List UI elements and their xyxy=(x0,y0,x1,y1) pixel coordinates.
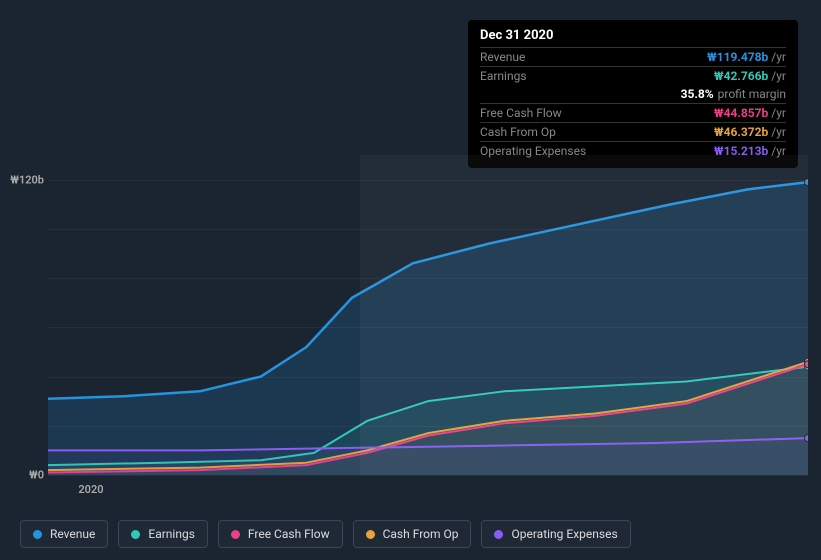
chart: ₩0₩120b2020 xyxy=(20,155,810,475)
chart-highlight xyxy=(360,155,808,475)
tooltip-row-value: ₩119.478b/yr xyxy=(707,50,786,64)
gridline xyxy=(48,229,808,230)
legend-item[interactable]: Earnings xyxy=(118,520,208,548)
tooltip-row: Earnings ₩42.766b/yr xyxy=(480,66,786,85)
gridline xyxy=(48,475,808,476)
legend-swatch xyxy=(494,530,503,539)
tooltip-profit-margin: 35.8%profit margin xyxy=(480,85,786,103)
gridline xyxy=(48,327,808,328)
gridline xyxy=(48,426,808,427)
chart-tooltip: Dec 31 2020 Revenue ₩119.478b/yr Earnings ₩… xyxy=(468,20,798,168)
y-axis-label: ₩0 xyxy=(29,469,44,482)
tooltip-row: Revenue ₩119.478b/yr xyxy=(480,47,786,66)
tooltip-row-label: Revenue xyxy=(480,50,525,64)
tooltip-date: Dec 31 2020 xyxy=(480,28,786,47)
legend-label: Cash From Op xyxy=(383,527,459,541)
legend-item[interactable]: Cash From Op xyxy=(353,520,472,548)
legend-swatch xyxy=(33,530,42,539)
tooltip-row-label: Cash From Op xyxy=(480,125,556,139)
legend-swatch xyxy=(366,530,375,539)
gridline xyxy=(48,278,808,279)
legend-swatch xyxy=(231,530,240,539)
legend-label: Free Cash Flow xyxy=(248,527,330,541)
tooltip-row-value: ₩46.372b/yr xyxy=(714,125,786,139)
tooltip-row-label: Free Cash Flow xyxy=(480,106,562,120)
legend: Revenue Earnings Free Cash Flow Cash From O… xyxy=(20,520,631,548)
y-axis-label: ₩120b xyxy=(10,173,44,186)
legend-item[interactable]: Revenue xyxy=(20,520,108,548)
tooltip-row-value: ₩42.766b/yr xyxy=(714,69,786,83)
legend-item[interactable]: Operating Expenses xyxy=(481,520,630,548)
tooltip-row: Cash From Op ₩46.372b/yr xyxy=(480,122,786,141)
x-axis-label: 2020 xyxy=(78,483,103,496)
legend-label: Earnings xyxy=(148,527,195,541)
legend-label: Operating Expenses xyxy=(511,527,617,541)
tooltip-row: Free Cash Flow ₩44.857b/yr xyxy=(480,103,786,122)
tooltip-row-label: Earnings xyxy=(480,69,527,83)
legend-swatch xyxy=(131,530,140,539)
legend-item[interactable]: Free Cash Flow xyxy=(218,520,343,548)
chart-plot: ₩0₩120b2020 xyxy=(48,155,808,475)
gridline xyxy=(48,377,808,378)
tooltip-row-value: ₩44.857b/yr xyxy=(714,106,786,120)
gridline xyxy=(48,180,808,181)
legend-label: Revenue xyxy=(50,527,95,541)
